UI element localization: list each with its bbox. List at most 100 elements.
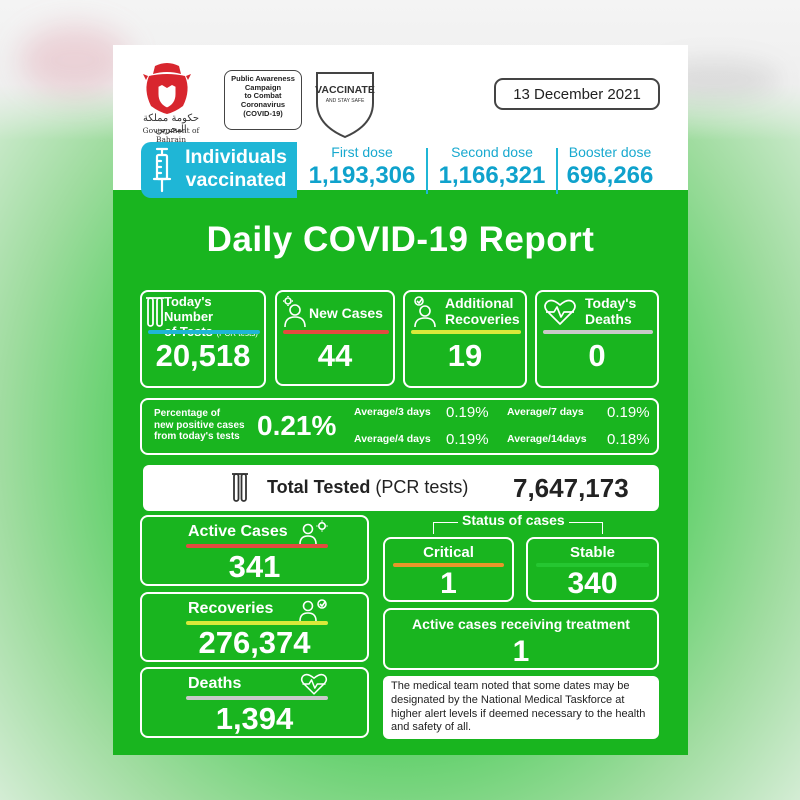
- recoveries-today-box: Additional Recoveries 19: [403, 290, 527, 388]
- positivity-box: Percentage of new positive cases from to…: [140, 398, 659, 455]
- first-dose: First dose 1,193,306: [301, 144, 423, 190]
- total-deaths-label: Deaths: [188, 675, 242, 692]
- government-name-english: Government of Bahrain: [142, 126, 200, 144]
- syringe-icon: [152, 147, 172, 193]
- vaccinated-line-1: Individuals: [185, 146, 287, 168]
- total-tested-label: Total Tested (PCR tests): [267, 477, 468, 498]
- recoveries-label-line-1: Additional: [445, 295, 514, 311]
- second-dose-value: 1,166,321: [438, 162, 546, 189]
- status-heading: Status of cases: [458, 512, 569, 528]
- medical-team-note: The medical team noted that some dates m…: [383, 676, 659, 739]
- heart-pulse-icon: [300, 673, 328, 695]
- awareness-line: Coronavirus: [240, 99, 286, 109]
- vaccinated-line-2: vaccinated: [185, 169, 287, 192]
- bahrain-emblem-icon: [143, 63, 191, 114]
- first-dose-value: 1,193,306: [308, 162, 416, 189]
- government-name-arabic: حكومة مملكة البحرين: [142, 113, 200, 135]
- new-cases-value: 44: [317, 338, 353, 373]
- awareness-campaign-badge: Public Awareness Campaign to Combat Coro…: [224, 70, 302, 130]
- treatment-label: Active cases receiving treatment: [412, 616, 630, 632]
- booster-dose-value: 696,266: [566, 162, 654, 189]
- total-deaths-bar: [186, 696, 328, 700]
- active-cases-bar: [186, 544, 328, 548]
- positivity-label-line: new positive cases: [154, 419, 245, 431]
- treatment-value: 1: [512, 635, 530, 668]
- total-tested-label-main: Total Tested: [267, 477, 371, 497]
- person-virus-icon: [283, 296, 306, 328]
- average-14-days-label: Average/14days: [507, 433, 587, 445]
- recoveries-label-line-2: Recoveries: [445, 311, 520, 328]
- awareness-line: to Combat: [244, 91, 282, 101]
- total-deaths-value: 1,394: [215, 701, 294, 736]
- deaths-today-value: 0: [588, 338, 606, 373]
- average-3-days-value: 0.19%: [446, 404, 489, 421]
- average-4-days-value: 0.19%: [446, 431, 489, 448]
- deaths-label-line-2: Deaths: [585, 311, 632, 328]
- recoveries-today-label: Additional Recoveries: [445, 295, 520, 327]
- average-7-days-value: 0.19%: [607, 404, 650, 421]
- average-4-days-label: Average/4 days: [354, 433, 431, 445]
- critical-box: Critical 1: [383, 537, 514, 602]
- stable-box: Stable 340: [526, 537, 659, 602]
- recoveries-today-bar: [411, 330, 521, 334]
- stable-bar: [536, 563, 649, 567]
- positivity-label-line: from today's tests: [154, 431, 240, 442]
- report-card: حكومة مملكة البحرين Government of Bahrai…: [113, 45, 688, 755]
- tests-box: Today's Number of Tests (PCR tests) 20,5…: [140, 290, 266, 388]
- new-cases-bar: [283, 330, 389, 334]
- active-cases-label: Active Cases: [188, 523, 288, 540]
- active-cases-value: 341: [228, 549, 281, 584]
- total-recoveries-bar: [186, 621, 328, 625]
- critical-bar: [393, 563, 504, 567]
- second-dose: Second dose 1,166,321: [431, 144, 553, 190]
- total-recoveries-label: Recoveries: [188, 600, 274, 617]
- deaths-today-box: Today's Deaths 0: [535, 290, 659, 388]
- test-tubes-icon: [232, 473, 248, 502]
- tests-value: 20,518: [155, 338, 251, 373]
- total-tested-label-suffix: (PCR tests): [375, 477, 469, 497]
- positivity-label: Percentage of new positive cases from to…: [154, 408, 245, 443]
- first-dose-label: First dose: [331, 144, 393, 160]
- individuals-vaccinated-badge: Individuals vaccinated: [141, 142, 297, 198]
- second-dose-label: Second dose: [451, 144, 533, 160]
- report-date: 13 December 2021: [494, 78, 660, 110]
- recoveries-today-value: 19: [447, 338, 483, 373]
- tests-bar: [148, 330, 260, 334]
- treatment-box: Active cases receiving treatment 1: [383, 608, 659, 670]
- critical-value: 1: [440, 567, 457, 600]
- new-cases-label: New Cases: [309, 305, 383, 321]
- shield-subtitle: AND STAY SAFE: [326, 98, 365, 104]
- dose-divider: [556, 148, 558, 194]
- awareness-line: Public Awareness: [231, 74, 295, 83]
- stable-value: 340: [567, 567, 618, 600]
- heart-pulse-icon: [544, 299, 576, 325]
- total-deaths-box: Deaths 1,394: [140, 667, 369, 738]
- report-title: Daily COVID-19 Report: [206, 220, 595, 259]
- person-recovered-icon: [299, 599, 327, 622]
- total-tested-bar: Total Tested (PCR tests) 7,647,173: [143, 465, 659, 511]
- booster-dose-label: Booster dose: [568, 144, 652, 160]
- booster-dose: Booster dose 696,266: [560, 144, 660, 190]
- awareness-line: Campaign: [244, 82, 282, 92]
- total-recoveries-value: 276,374: [198, 625, 311, 660]
- test-tubes-icon: [146, 297, 164, 327]
- positivity-label-line: Percentage of: [154, 408, 221, 419]
- active-cases-box: Active Cases 341: [140, 515, 369, 586]
- deaths-today-bar: [543, 330, 653, 334]
- average-7-days-label: Average/7 days: [507, 406, 584, 418]
- vaccination-row: Individuals vaccinated First dose 1,193,…: [141, 142, 656, 198]
- positivity-value: 0.21%: [257, 410, 337, 441]
- report-header: حكومة مملكة البحرين Government of Bahrai…: [113, 45, 688, 198]
- stable-label: Stable: [569, 544, 615, 561]
- total-recoveries-box: Recoveries 276,374: [140, 592, 369, 662]
- new-cases-box: New Cases 44: [275, 290, 395, 386]
- shield-title: VACCINATE: [315, 84, 375, 96]
- total-tested-value: 7,647,173: [513, 473, 629, 503]
- person-virus-icon: [299, 520, 328, 545]
- critical-label: Critical: [423, 544, 474, 561]
- tests-label-line-1: Today's Number: [164, 294, 214, 324]
- average-3-days-label: Average/3 days: [354, 406, 431, 418]
- awareness-line: (COVID-19): [243, 108, 283, 118]
- dose-divider: [426, 148, 428, 194]
- vaccinate-shield-icon: VACCINATE AND STAY SAFE: [315, 72, 375, 139]
